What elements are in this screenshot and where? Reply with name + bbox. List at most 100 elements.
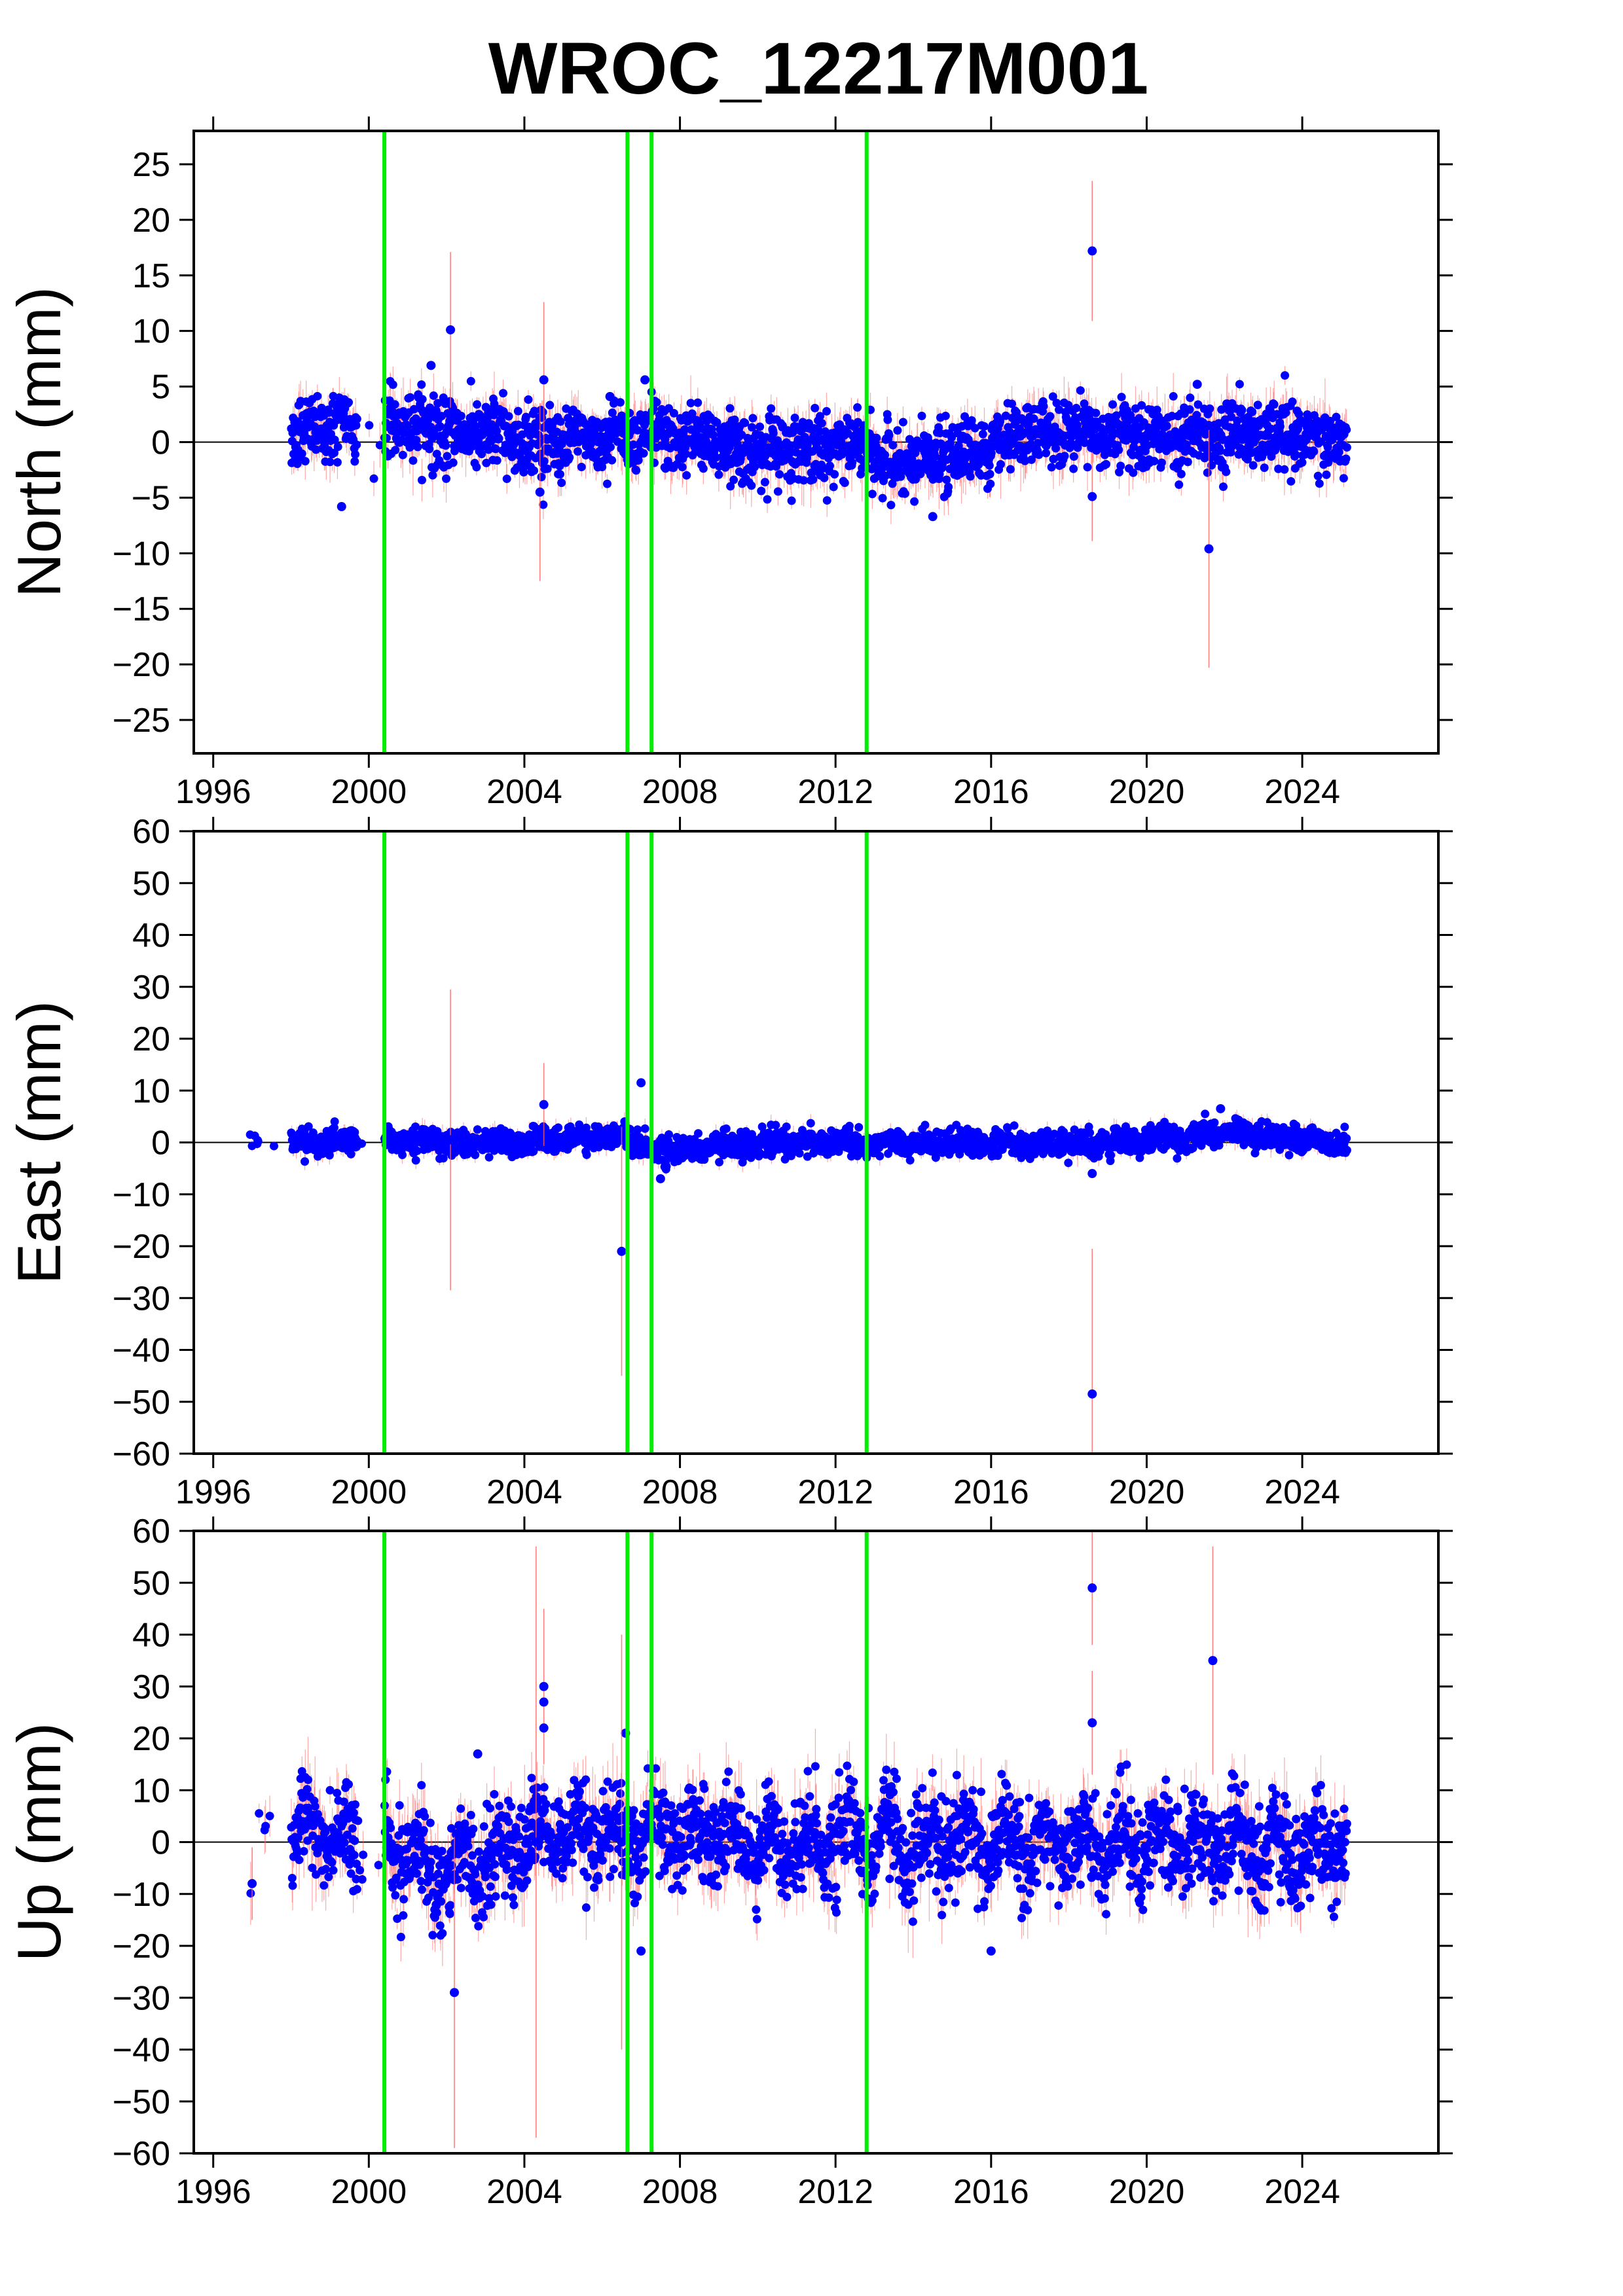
data-point bbox=[1129, 468, 1138, 477]
data-point bbox=[826, 461, 835, 471]
data-point bbox=[344, 398, 354, 407]
data-point bbox=[539, 457, 549, 466]
data-point bbox=[602, 479, 611, 488]
data-point bbox=[978, 429, 987, 439]
data-point bbox=[748, 414, 757, 423]
data-point bbox=[577, 462, 586, 471]
data-point bbox=[606, 442, 615, 452]
data-point bbox=[1183, 457, 1192, 467]
data-point bbox=[492, 456, 501, 465]
data-point bbox=[740, 418, 750, 427]
outlier-point bbox=[535, 487, 545, 497]
data-point bbox=[1175, 480, 1184, 490]
data-point bbox=[1029, 414, 1038, 423]
data-point bbox=[466, 376, 475, 386]
data-point bbox=[881, 450, 890, 459]
data-point bbox=[564, 414, 573, 423]
data-point bbox=[986, 479, 995, 488]
x-tick-label: 2000 bbox=[331, 773, 407, 811]
data-point bbox=[534, 431, 543, 440]
data-point bbox=[790, 413, 799, 422]
data-point bbox=[1215, 446, 1224, 456]
data-point bbox=[725, 404, 735, 413]
data-point bbox=[1249, 461, 1258, 470]
data-point bbox=[442, 474, 451, 483]
data-point bbox=[491, 444, 500, 454]
data-point bbox=[966, 472, 975, 481]
data-point bbox=[787, 496, 796, 505]
data-point bbox=[1339, 474, 1348, 483]
data-point bbox=[1248, 407, 1257, 416]
data-point bbox=[750, 462, 759, 471]
data-point bbox=[608, 408, 617, 418]
data-point bbox=[817, 419, 826, 428]
data-point bbox=[1021, 456, 1030, 465]
data-point bbox=[352, 440, 361, 450]
data-point bbox=[652, 398, 661, 407]
data-point bbox=[494, 434, 503, 443]
data-point bbox=[985, 469, 994, 478]
data-point bbox=[726, 482, 735, 491]
data-point bbox=[1128, 450, 1137, 459]
data-point bbox=[822, 496, 831, 505]
data-point bbox=[830, 470, 839, 479]
data-point bbox=[429, 391, 438, 401]
data-point bbox=[490, 399, 499, 408]
data-point bbox=[330, 435, 339, 444]
outlier-point bbox=[928, 512, 938, 522]
data-point bbox=[756, 422, 765, 431]
data-point bbox=[1152, 405, 1161, 414]
data-point bbox=[413, 442, 422, 452]
data-point bbox=[1046, 412, 1055, 421]
y-tick-label: −5 bbox=[132, 479, 170, 517]
data-point bbox=[433, 399, 443, 408]
outlier-point bbox=[1192, 380, 1202, 389]
data-point bbox=[1060, 452, 1069, 461]
data-point bbox=[297, 449, 306, 458]
data-point bbox=[1114, 445, 1123, 454]
data-point bbox=[473, 400, 482, 409]
data-point bbox=[524, 395, 533, 404]
data-point bbox=[669, 408, 678, 418]
data-point bbox=[714, 470, 723, 479]
data-point bbox=[1315, 479, 1324, 488]
data-point bbox=[1137, 455, 1146, 464]
data-point bbox=[1116, 461, 1125, 471]
data-point bbox=[1008, 399, 1017, 408]
outlier-point bbox=[337, 501, 346, 511]
data-point bbox=[686, 399, 695, 408]
data-point bbox=[769, 429, 778, 438]
data-point bbox=[425, 444, 434, 454]
data-point bbox=[325, 457, 335, 467]
data-point bbox=[409, 456, 418, 465]
data-point bbox=[942, 475, 951, 484]
data-point bbox=[537, 473, 546, 482]
data-point bbox=[1342, 443, 1351, 452]
data-point bbox=[1235, 380, 1244, 389]
data-point bbox=[1039, 402, 1048, 411]
data-point bbox=[1313, 471, 1322, 480]
data-point bbox=[1298, 458, 1307, 467]
data-point bbox=[941, 411, 950, 420]
data-point bbox=[878, 493, 887, 503]
data-point bbox=[432, 450, 441, 459]
data-point bbox=[747, 481, 756, 490]
data-point bbox=[772, 462, 781, 471]
data-point bbox=[519, 468, 528, 477]
data-point bbox=[872, 433, 881, 442]
data-point bbox=[712, 418, 721, 427]
x-tick-label: 2012 bbox=[797, 773, 873, 811]
data-point bbox=[351, 450, 360, 459]
data-point bbox=[1309, 447, 1319, 456]
data-point bbox=[1281, 371, 1290, 380]
data-point bbox=[543, 464, 552, 473]
data-point bbox=[472, 463, 481, 472]
data-point bbox=[979, 422, 989, 431]
data-point bbox=[867, 490, 877, 499]
data-point bbox=[538, 408, 547, 417]
data-point bbox=[818, 463, 828, 473]
data-point bbox=[1316, 437, 1325, 446]
data-point bbox=[409, 404, 418, 414]
data-point bbox=[418, 395, 427, 404]
